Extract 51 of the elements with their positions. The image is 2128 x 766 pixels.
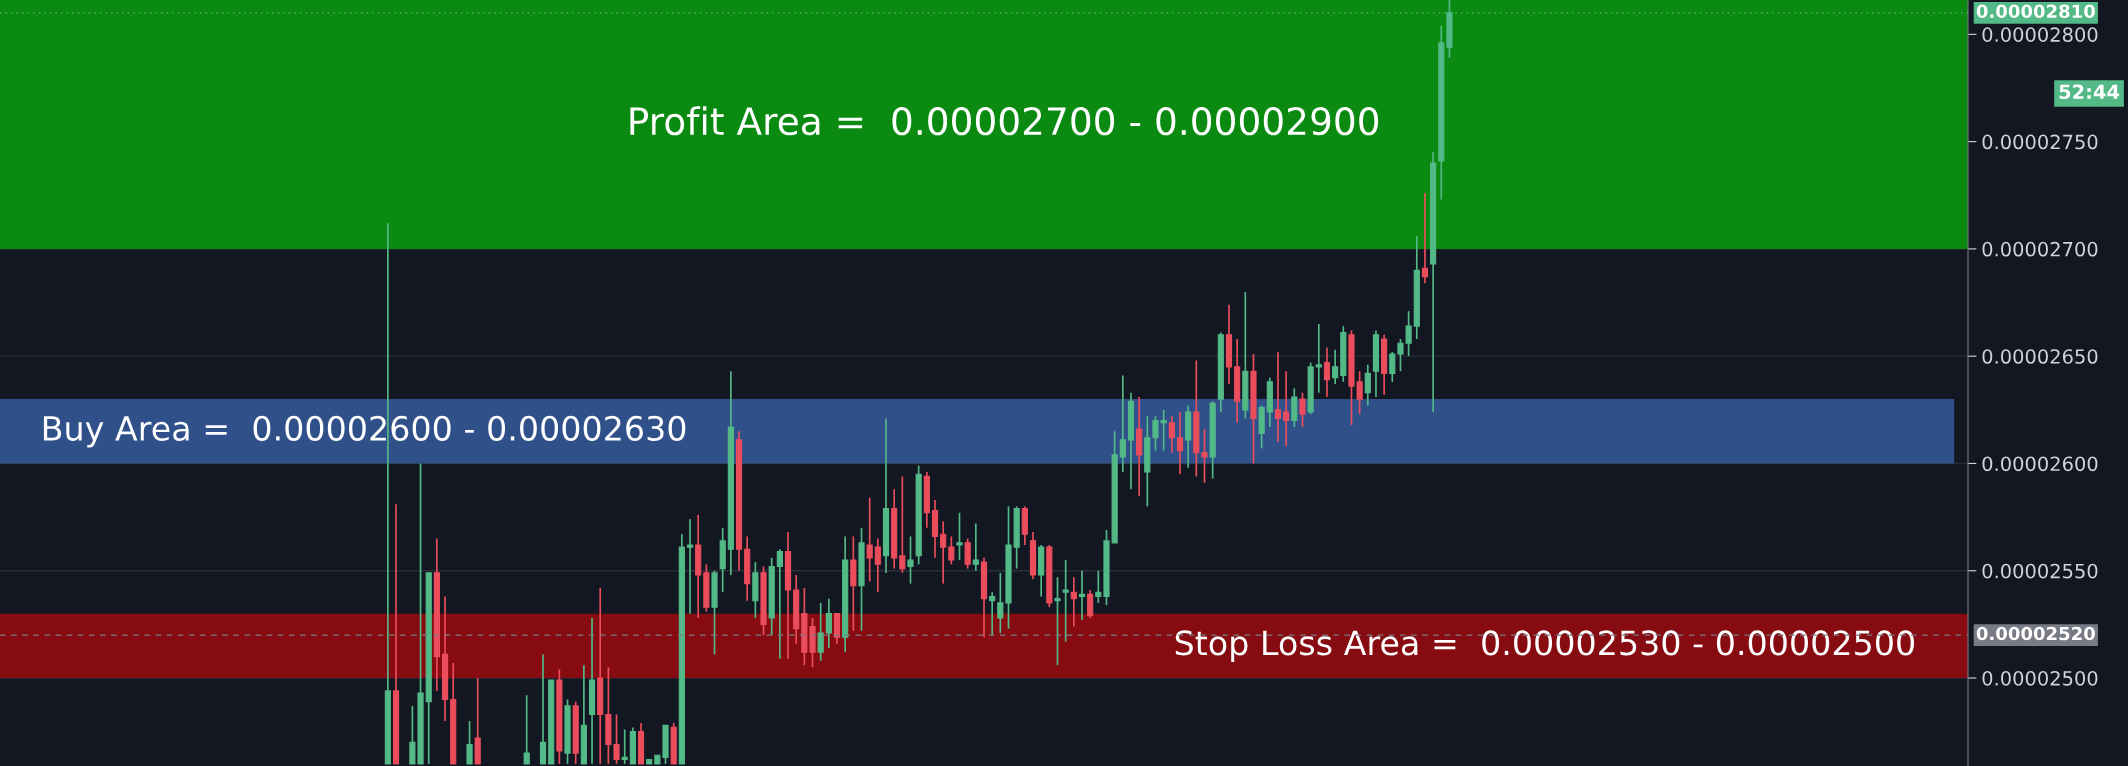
y-tick-label: 0.00002600: [1982, 456, 2098, 472]
candlestick: [1070, 576, 1077, 628]
candlestick: [948, 535, 955, 566]
candlestick: [621, 728, 628, 765]
candlestick: [989, 591, 996, 636]
candlestick: [1421, 192, 1429, 285]
candlestick: [1274, 351, 1282, 443]
candlestick: [686, 518, 694, 615]
candlestick: [539, 653, 547, 765]
y-tick-label: 0.00002750: [1982, 134, 2098, 150]
candlestick: [1119, 374, 1126, 473]
candlestick: [817, 602, 824, 662]
candlestick: [523, 694, 530, 765]
candlestick: [1062, 559, 1069, 643]
candlestick: [907, 535, 914, 585]
candlestick: [825, 597, 832, 649]
candlestick: [972, 522, 979, 572]
ref-line-label: 0.00002810: [1976, 4, 2095, 19]
candlestick: [1201, 428, 1208, 484]
candlestick: [1389, 351, 1396, 383]
candlestick: [776, 548, 783, 660]
ref-line-label: 0.00002520: [1976, 626, 2095, 641]
candlestick: [833, 612, 841, 645]
candlestick: [1364, 363, 1371, 407]
candlestick: [1332, 348, 1339, 385]
y-tick-label: 0.00002700: [1982, 241, 2098, 257]
candlestick: [964, 537, 971, 570]
candlestick: [874, 537, 881, 594]
candlestick: [1054, 576, 1061, 666]
candlestick: [899, 475, 906, 574]
candlestick: [1087, 589, 1094, 619]
candlestick: [1283, 370, 1290, 448]
text: 52:44: [2059, 84, 2120, 100]
y-tick-label: 0.00002800: [1982, 27, 2098, 42]
candlestick: [956, 511, 963, 561]
candlestick: [1176, 411, 1184, 476]
y-tick-label: 0.00002550: [1982, 563, 2098, 579]
candlestick: [940, 520, 947, 585]
candlestick: [1078, 569, 1086, 621]
y-tick-label: 0.00002650: [1982, 349, 2098, 364]
y-tick-label: 0.00002500: [1982, 670, 2098, 686]
candlestick: [1315, 323, 1322, 394]
candlestick: [1323, 346, 1331, 398]
candlestick: [866, 496, 873, 583]
candlestick: [1299, 391, 1306, 428]
candlestick: [1168, 415, 1175, 454]
band-label: Profit Area = 0.00002700 - 0.00002900: [630, 106, 1379, 136]
band-label: Buy Area = 0.00002600 - 0.00002630: [43, 415, 686, 448]
band-label: Stop Loss Area = 0.00002530 - 0.00002500: [1175, 630, 1914, 662]
candlestick: [466, 720, 473, 765]
candlestick: [1291, 387, 1298, 428]
